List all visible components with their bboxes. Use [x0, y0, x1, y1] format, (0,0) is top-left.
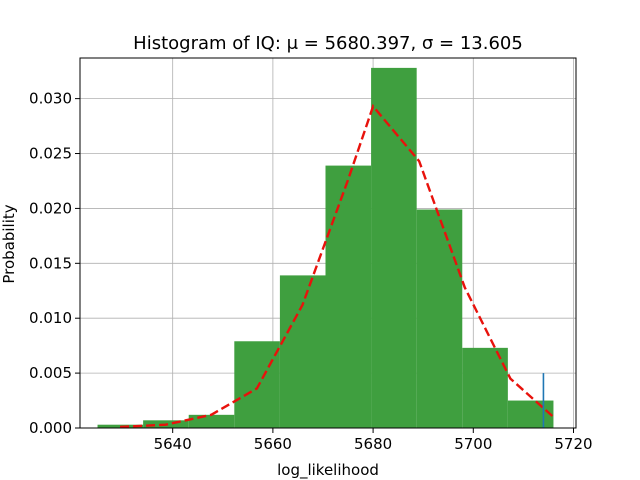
fit-curve-line: [120, 103, 555, 429]
histogram-bar: [416, 209, 463, 428]
fit-curve-layer: [120, 103, 555, 429]
y-tick-label: 0.015: [29, 254, 72, 272]
x-axis-ticks: 5640 5660 5680 5700 5720: [154, 428, 593, 453]
x-tick-label: 5680: [354, 435, 392, 453]
axes-border: [79, 57, 577, 429]
plot-frame: [79, 57, 577, 429]
y-tick-label: 0.025: [29, 145, 72, 163]
histogram-bar: [371, 67, 417, 429]
y-tick-label: 0.020: [29, 199, 72, 217]
histogram-bar: [279, 275, 326, 428]
histogram-bars: [97, 67, 554, 429]
x-tick-label: 5640: [154, 435, 192, 453]
x-axis-label: log_likelihood: [277, 461, 379, 480]
histogram-bar: [507, 400, 554, 428]
x-tick-label: 5660: [254, 435, 292, 453]
histogram-bar: [188, 414, 235, 428]
y-axis-ticks: 0.000 0.005 0.010 0.015 0.020 0.025 0.030: [29, 90, 80, 437]
chart-title: Histogram of IQ: μ = 5680.397, σ = 13.60…: [133, 33, 523, 54]
y-tick-label: 0.030: [29, 90, 72, 108]
histogram-bar: [462, 347, 508, 428]
y-tick-label: 0.010: [29, 309, 72, 327]
y-axis-label: Probability: [0, 204, 18, 283]
histogram-bar: [325, 165, 372, 428]
x-tick-label: 5700: [454, 435, 492, 453]
x-tick-label: 5720: [554, 435, 592, 453]
y-tick-label: 0.005: [29, 364, 72, 382]
y-tick-label: 0.000: [29, 419, 72, 437]
histogram-bar: [234, 341, 280, 428]
